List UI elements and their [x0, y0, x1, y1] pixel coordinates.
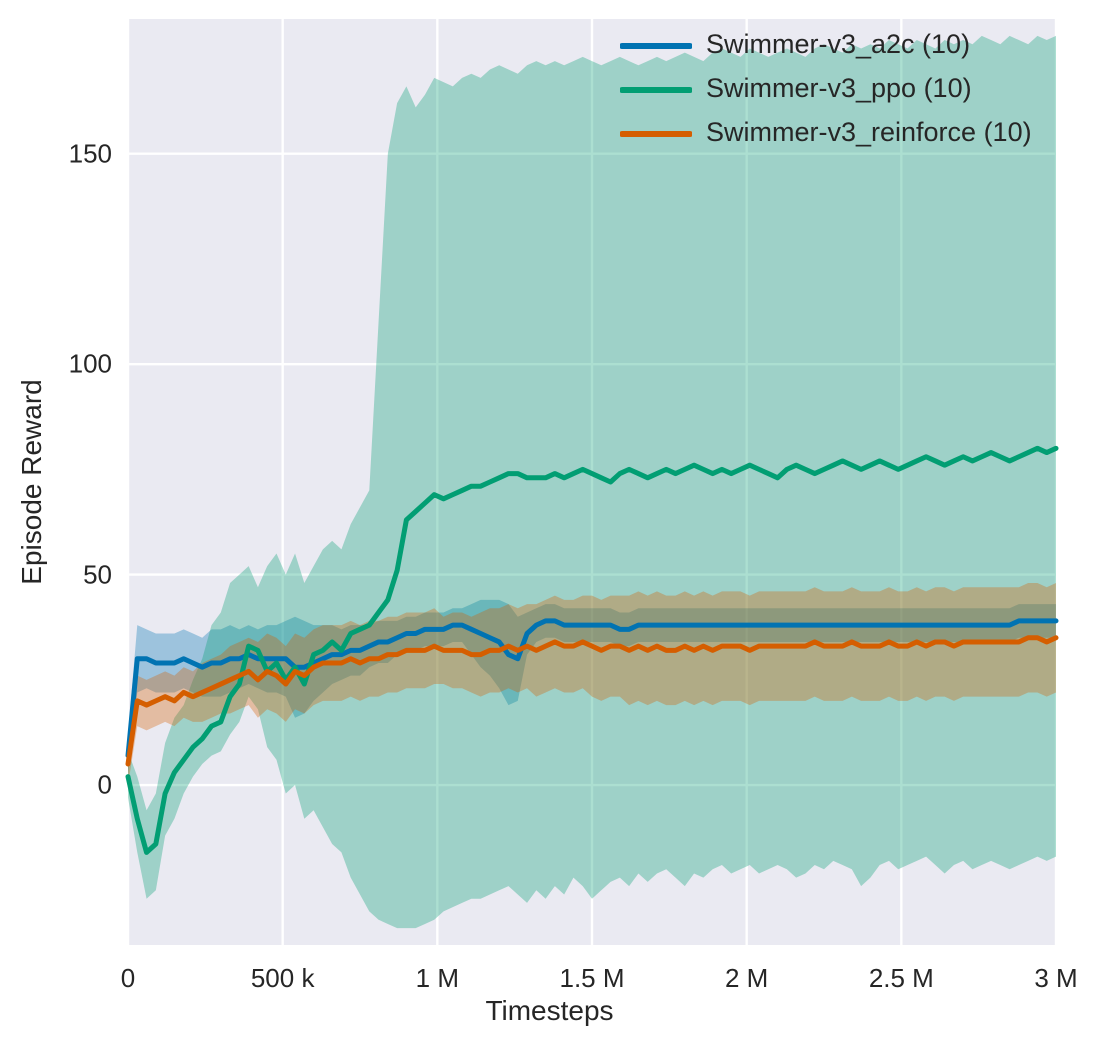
series-line	[125, 635, 1059, 767]
gridlines	[126, 19, 1058, 945]
y-tick-label: 0	[97, 769, 112, 800]
x-tick-label: 2 M	[724, 963, 769, 993]
legend-label: Swimmer-v3_reinforce (10)	[706, 117, 1032, 147]
confidence-band	[128, 583, 1056, 786]
legend-label: Swimmer-v3_ppo (10)	[706, 73, 972, 103]
y-tick-label: 100	[68, 348, 112, 379]
series-line	[125, 445, 1059, 855]
legend-swatch	[620, 131, 692, 137]
x-axis-label: Timesteps	[485, 995, 614, 1026]
legend-swatch	[620, 87, 692, 93]
x-tick-label: 2.5 M	[868, 963, 934, 993]
y-tick-label: 50	[83, 559, 112, 590]
y-axis-label: Episode Reward	[16, 379, 47, 585]
x-tick-label: 0	[120, 963, 136, 993]
x-tick-label: 3 M	[1034, 963, 1078, 993]
x-tick-label: 500 k	[250, 963, 315, 993]
confidence-band	[128, 35, 1056, 929]
confidence-bands	[128, 35, 1056, 929]
series-line	[125, 618, 1059, 759]
x-tick-label: 1 M	[415, 963, 459, 993]
legend-label: Swimmer-v3_a2c (10)	[706, 29, 971, 59]
series-lines	[125, 445, 1059, 855]
confidence-band	[128, 599, 1056, 777]
x-tick-label: 1.5 M	[559, 963, 625, 993]
y-tick-label: 150	[68, 138, 112, 169]
legend-swatch	[620, 43, 692, 49]
